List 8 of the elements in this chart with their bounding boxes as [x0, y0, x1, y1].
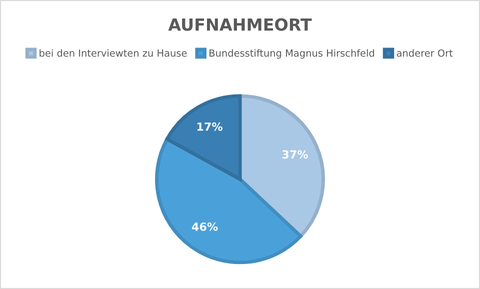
data-label: 17%: [197, 122, 222, 131]
data-label: 46%: [192, 222, 218, 231]
data-label: 37%: [282, 150, 308, 159]
legend-label: Bundesstiftung Magnus Hirschfeld: [210, 49, 374, 59]
chart-title: AUFNAHMEORT: [168, 18, 312, 31]
pie-slice: [165, 94, 242, 181]
legend-label: anderer Ort: [396, 49, 453, 57]
legend-label: bei den Interviewten zu Hause: [40, 49, 187, 57]
